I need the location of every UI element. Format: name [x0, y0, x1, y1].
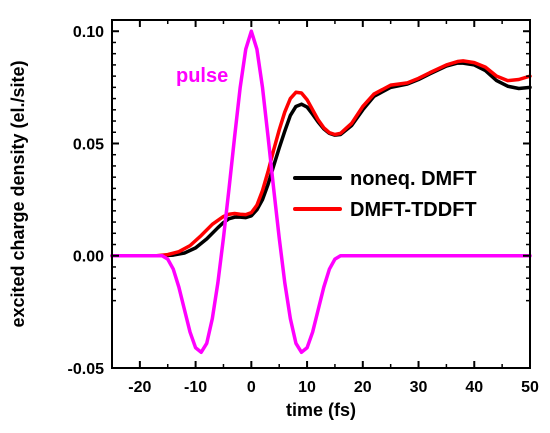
- ticks-layer: [111, 20, 531, 369]
- x-tick-label: 20: [354, 379, 372, 396]
- y-tick-label: 0.05: [73, 136, 104, 153]
- y-tick-label: 0.10: [73, 24, 104, 41]
- x-axis-title: time (fs): [286, 400, 356, 420]
- y-tick-label: -0.05: [68, 361, 105, 378]
- series-line-1: [110, 59, 532, 258]
- x-tick-label: -10: [184, 379, 207, 396]
- series-layer: [110, 29, 532, 355]
- series-line-0: [110, 61, 532, 258]
- x-tick-label: 30: [410, 379, 428, 396]
- plot-frame: [111, 19, 531, 369]
- legend-label: noneq. DMFT: [350, 168, 477, 190]
- labels-layer: -20 -10 0 10 20 30 40 50 -0.05 0.00 0.05 0.10: [68, 24, 539, 396]
- legend-label: DMFT-TDDFT: [350, 199, 477, 221]
- x-tick-label: 40: [465, 379, 483, 396]
- x-tick-label: 0: [247, 379, 256, 396]
- x-tick-label: 50: [521, 379, 539, 396]
- y-axis-title: excited charge density (el./site): [8, 60, 28, 327]
- legend: noneq. DMFT DMFT-TDDFT: [293, 168, 477, 221]
- y-tick-label: 0.00: [73, 249, 104, 266]
- x-tick-label: -20: [128, 379, 151, 396]
- x-tick-label: 10: [298, 379, 316, 396]
- series-line-2: [110, 29, 532, 355]
- pulse-annotation: pulse: [176, 65, 228, 87]
